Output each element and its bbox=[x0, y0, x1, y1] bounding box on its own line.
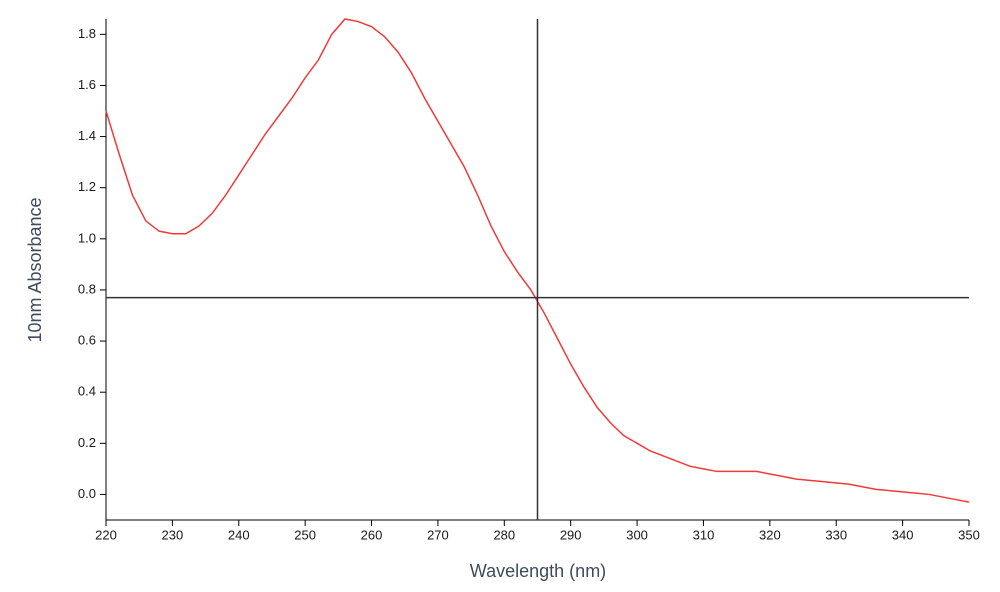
spectrum-line bbox=[105, 18, 970, 503]
y-tick-label: 0.8 bbox=[78, 281, 96, 296]
x-tick-label: 250 bbox=[294, 527, 316, 542]
x-tick-label: 220 bbox=[95, 527, 117, 542]
x-tick-label: 350 bbox=[958, 527, 980, 542]
x-tick-label: 330 bbox=[825, 527, 847, 542]
y-tick-label: 1.8 bbox=[78, 26, 96, 41]
x-tick-label: 340 bbox=[892, 527, 914, 542]
y-tick-label: 1.4 bbox=[78, 128, 96, 143]
x-tick-label: 230 bbox=[162, 527, 184, 542]
y-tick-label: 1.0 bbox=[78, 230, 96, 245]
y-tick-label: 0.0 bbox=[78, 486, 96, 501]
x-tick-label: 240 bbox=[228, 527, 250, 542]
y-tick-label: 0.4 bbox=[78, 384, 96, 399]
x-axis-title: Wavelength (nm) bbox=[470, 561, 606, 581]
y-axis-title: 10nm Absorbance bbox=[25, 197, 45, 342]
y-tick-label: 1.2 bbox=[78, 179, 96, 194]
x-tick-label: 260 bbox=[361, 527, 383, 542]
y-tick-label: 0.6 bbox=[78, 333, 96, 348]
x-tick-label: 270 bbox=[427, 527, 449, 542]
x-tick-label: 310 bbox=[693, 527, 715, 542]
x-tick-label: 290 bbox=[560, 527, 582, 542]
x-tick-label: 300 bbox=[626, 527, 648, 542]
y-tick-label: 1.6 bbox=[78, 77, 96, 92]
x-tick-label: 320 bbox=[759, 527, 781, 542]
y-tick-label: 0.2 bbox=[78, 435, 96, 450]
x-tick-label: 280 bbox=[493, 527, 515, 542]
